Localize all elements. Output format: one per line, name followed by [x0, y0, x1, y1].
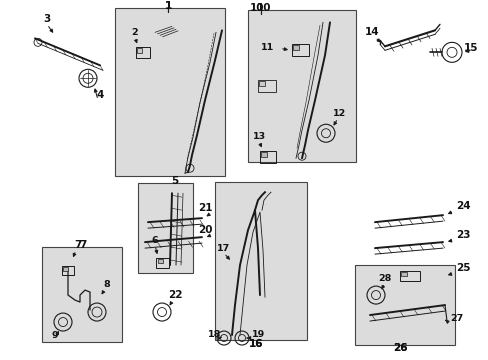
Text: 10: 10 [249, 3, 264, 13]
Bar [62, 266, 74, 275]
Text: 2: 2 [131, 28, 138, 37]
Text: 26: 26 [392, 343, 407, 353]
Text: 5: 5 [171, 176, 178, 186]
Bar [42, 247, 122, 342]
Text: 17: 17 [217, 244, 230, 253]
Bar [258, 80, 275, 92]
Text: 27: 27 [449, 314, 462, 323]
Text: 3: 3 [43, 14, 51, 24]
Text: 28: 28 [378, 274, 391, 283]
Text: 1: 1 [164, 1, 171, 12]
Text: 1: 1 [164, 1, 171, 12]
Text: 11: 11 [261, 43, 274, 52]
Text: 18: 18 [207, 329, 221, 338]
Text: 13: 13 [252, 132, 265, 141]
Bar [354, 265, 454, 345]
Text: 21: 21 [198, 203, 213, 213]
Text: 16: 16 [248, 339, 263, 349]
Bar [400, 272, 406, 276]
Bar [247, 10, 355, 162]
Text: 10: 10 [257, 3, 271, 13]
Text: 9: 9 [52, 330, 58, 339]
Bar [215, 182, 306, 340]
Text: 7: 7 [74, 240, 81, 250]
Text: 14: 14 [364, 27, 379, 37]
Bar [156, 258, 169, 268]
Bar [260, 151, 275, 163]
Bar [157, 259, 162, 263]
Text: 6: 6 [151, 236, 158, 245]
Text: 16: 16 [248, 339, 263, 349]
Bar [292, 45, 298, 50]
Text: 12: 12 [333, 109, 346, 118]
Text: 25: 25 [455, 263, 469, 273]
Text: 20: 20 [198, 225, 213, 235]
Bar [261, 152, 266, 157]
Bar [291, 44, 308, 56]
Bar [137, 48, 142, 53]
Text: 26: 26 [392, 343, 407, 353]
Bar [399, 271, 419, 281]
Text: 15: 15 [463, 43, 477, 53]
Text: 22: 22 [167, 290, 182, 300]
Bar [259, 81, 264, 86]
Bar [136, 47, 150, 58]
Text: 7: 7 [79, 240, 86, 250]
Text: 19: 19 [251, 329, 264, 338]
Bar [63, 267, 68, 271]
Text: 8: 8 [103, 280, 110, 289]
Text: 4: 4 [96, 90, 103, 100]
Bar [115, 8, 224, 176]
Text: 23: 23 [455, 230, 469, 240]
Text: 24: 24 [455, 201, 469, 211]
Bar [138, 183, 193, 273]
